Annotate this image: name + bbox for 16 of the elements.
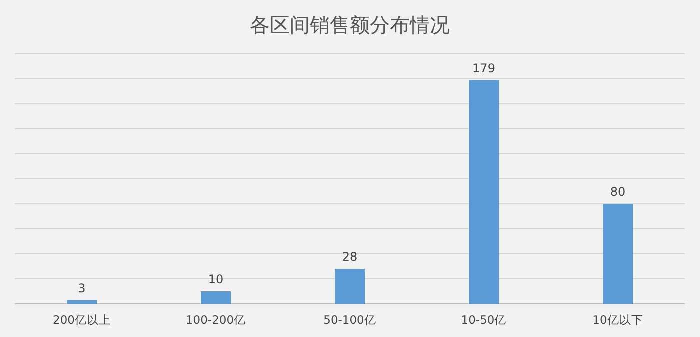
data-label: 179: [472, 61, 496, 76]
x-tick-label: 100-200亿: [186, 313, 246, 327]
x-tick-label: 200亿以上: [53, 313, 111, 327]
bar: [201, 292, 231, 304]
x-tick-label: 10-50亿: [461, 313, 507, 327]
bar: [603, 204, 633, 304]
data-label: 3: [78, 281, 86, 296]
data-label: 28: [342, 250, 358, 264]
bar: [67, 300, 97, 304]
x-tick-label: 10亿以下: [592, 313, 644, 327]
chart-title: 各区间销售额分布情况: [250, 13, 450, 37]
bar: [335, 269, 365, 304]
data-label: 80: [610, 185, 626, 199]
bar: [469, 80, 499, 304]
x-tick-label: 50-100亿: [324, 313, 376, 327]
data-label: 10: [208, 272, 224, 286]
